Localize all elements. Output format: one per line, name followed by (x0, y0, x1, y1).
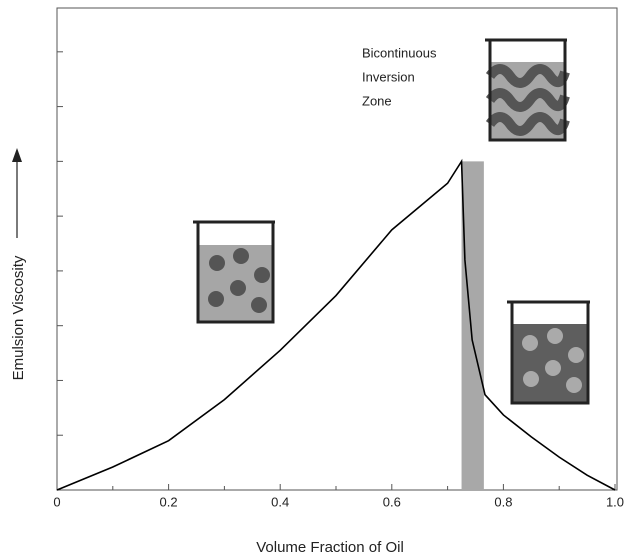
annotation: Zone (362, 93, 392, 108)
x-tick-label: 0.4 (271, 494, 289, 509)
annotation: Bicontinuous (362, 45, 437, 60)
beaker-water-in-oil (507, 300, 590, 405)
beaker-oil-in-water (193, 220, 275, 324)
x-tick-label: 0.6 (383, 494, 401, 509)
y-arrow (12, 148, 22, 238)
x-tick-label: 0 (53, 494, 60, 509)
annotation: Inversion (362, 69, 415, 84)
inversion-band (461, 161, 484, 490)
viscosity-curve (56, 158, 616, 491)
x-tick-label: 1.0 (606, 494, 624, 509)
plot-frame (56, 7, 618, 491)
x-tick-label: 0.2 (160, 494, 178, 509)
y-axis-label: Emulsion Viscosity (10, 255, 27, 380)
x-axis-label: Volume Fraction of Oil (256, 539, 404, 556)
x-tick-label: 0.8 (494, 494, 512, 509)
beaker-bicontinuous (485, 38, 570, 142)
